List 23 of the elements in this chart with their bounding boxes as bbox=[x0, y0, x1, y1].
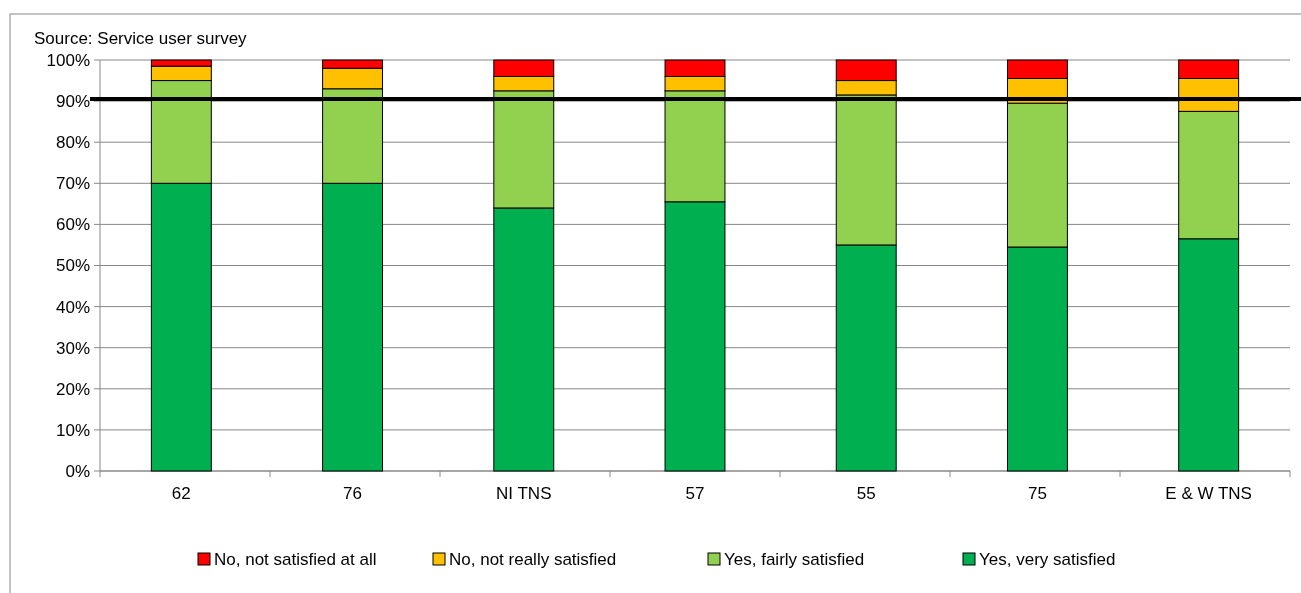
y-tick-label: 70% bbox=[55, 174, 90, 194]
y-tick-label: 10% bbox=[55, 420, 90, 440]
legend-label: Yes, fairly satisfied bbox=[724, 550, 865, 569]
x-tick-label: E & W TNS bbox=[1165, 483, 1252, 503]
y-tick-label: 40% bbox=[55, 297, 90, 317]
y-tick-label: 90% bbox=[55, 92, 90, 112]
x-tick-label: 75 bbox=[1027, 483, 1047, 503]
y-tick-label: 0% bbox=[65, 461, 90, 481]
x-tick-label: 55 bbox=[856, 483, 876, 503]
x-tick-label: 62 bbox=[171, 483, 191, 503]
y-tick-label: 20% bbox=[55, 379, 90, 399]
y-tick-label: 100% bbox=[46, 50, 90, 70]
y-tick-label: 30% bbox=[55, 338, 90, 358]
y-tick-label: 50% bbox=[55, 256, 90, 276]
source-note: Source: Service user survey bbox=[34, 29, 248, 48]
x-tick-label: NI TNS bbox=[496, 483, 552, 503]
legend-label: No, not really satisfied bbox=[449, 550, 617, 569]
y-tick-label: 60% bbox=[55, 215, 90, 235]
x-tick-label: 76 bbox=[343, 483, 363, 503]
legend-label: No, not satisfied at all bbox=[214, 550, 377, 569]
y-tick-label: 80% bbox=[55, 133, 90, 153]
x-tick-label: 57 bbox=[685, 483, 705, 503]
legend-label: Yes, very satisfied bbox=[979, 550, 1116, 569]
